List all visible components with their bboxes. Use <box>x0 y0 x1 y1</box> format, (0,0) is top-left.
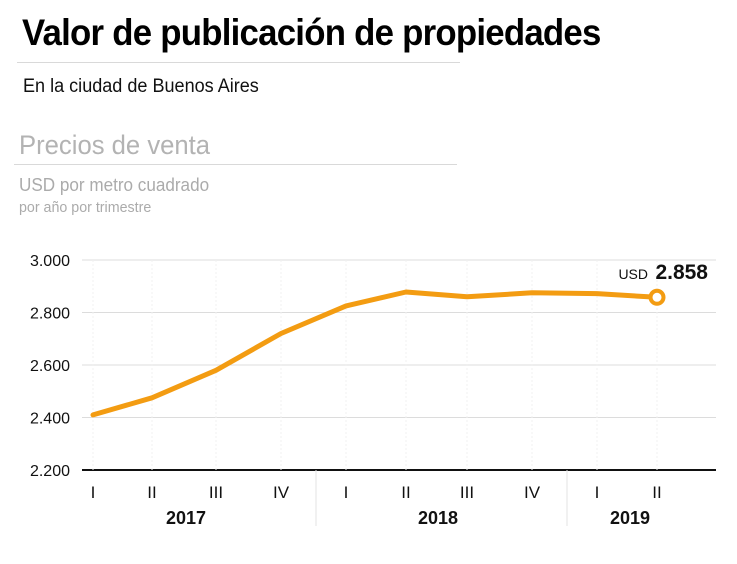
x-tick-label: III <box>460 483 474 502</box>
y-tick-label: 2.400 <box>30 411 70 428</box>
section-title: Precios de venta <box>19 130 211 160</box>
page-subtitle: En la ciudad de Buenos Aires <box>23 76 259 97</box>
x-tick-label: IV <box>273 483 290 502</box>
x-tick-label: IV <box>524 483 541 502</box>
x-tick-label: II <box>401 483 410 502</box>
period-label: por año por trimestre <box>19 199 152 216</box>
y-tick-label: 2.800 <box>30 306 70 323</box>
x-tick-label: I <box>344 483 349 502</box>
x-tick-label: I <box>91 483 96 502</box>
year-label: 2017 <box>166 508 206 528</box>
x-tick-label: I <box>595 483 600 502</box>
x-tick-label: II <box>652 483 661 502</box>
y-tick-label: 2.600 <box>30 358 70 375</box>
unit-label: USD por metro cuadrado <box>19 175 210 195</box>
series-line <box>90 289 660 418</box>
page-title: Valor de publicación de propiedades <box>22 12 601 53</box>
last-point-marker <box>648 288 666 306</box>
x-tick-label: II <box>147 483 156 502</box>
year-label: 2018 <box>418 508 458 528</box>
title-divider <box>17 62 460 63</box>
x-tick-label: III <box>209 483 223 502</box>
annotation-value: 2.858 <box>655 261 708 284</box>
annotation-unit: USD <box>618 266 648 282</box>
y-tick-label: 2.200 <box>30 463 70 480</box>
section-divider <box>14 164 457 165</box>
y-tick-label: 3.000 <box>30 253 70 270</box>
year-label: 2019 <box>610 508 650 528</box>
